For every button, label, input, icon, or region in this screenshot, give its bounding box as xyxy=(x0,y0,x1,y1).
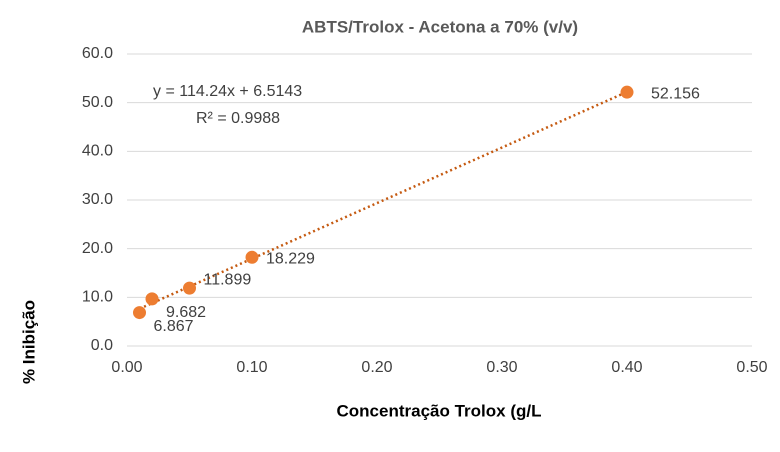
x-axis-title: Concentração Trolox (g/L xyxy=(337,401,542,420)
data-label: 52.156 xyxy=(651,85,700,102)
x-tick-label: 0.10 xyxy=(236,359,267,376)
r-squared: R² = 0.9988 xyxy=(196,110,280,127)
point xyxy=(145,292,159,306)
x-tick-label: 0.30 xyxy=(486,359,517,376)
y-tick-label: 20.0 xyxy=(82,240,113,257)
y-axis-title: % Inibição xyxy=(19,300,38,384)
data-label: 6.867 xyxy=(154,318,194,335)
data-label: 9.682 xyxy=(166,304,206,321)
y-tick-label: 50.0 xyxy=(82,94,113,111)
y-tick-label: 40.0 xyxy=(82,143,113,160)
point xyxy=(245,250,259,264)
equation: y = 114.24x + 6.5143 xyxy=(153,83,302,100)
trendline xyxy=(138,90,628,310)
y-tick-label: 60.0 xyxy=(82,45,113,62)
data-label: 18.229 xyxy=(266,251,315,268)
chart-title: ABTS/Trolox - Acetona a 70% (v/v) xyxy=(302,17,578,36)
point xyxy=(620,85,634,99)
x-tick-label: 0.40 xyxy=(611,359,642,376)
x-tick-label: 0.20 xyxy=(361,359,392,376)
point xyxy=(133,306,146,320)
x-tick-label: 0.00 xyxy=(111,359,142,376)
data-label: 11.899 xyxy=(204,271,252,288)
y-tick-label: 0.0 xyxy=(91,337,113,354)
x-tick-label: 0.50 xyxy=(736,359,767,376)
y-tick-label: 30.0 xyxy=(82,191,113,208)
y-tick-label: 10.0 xyxy=(82,289,113,306)
point xyxy=(183,281,196,295)
